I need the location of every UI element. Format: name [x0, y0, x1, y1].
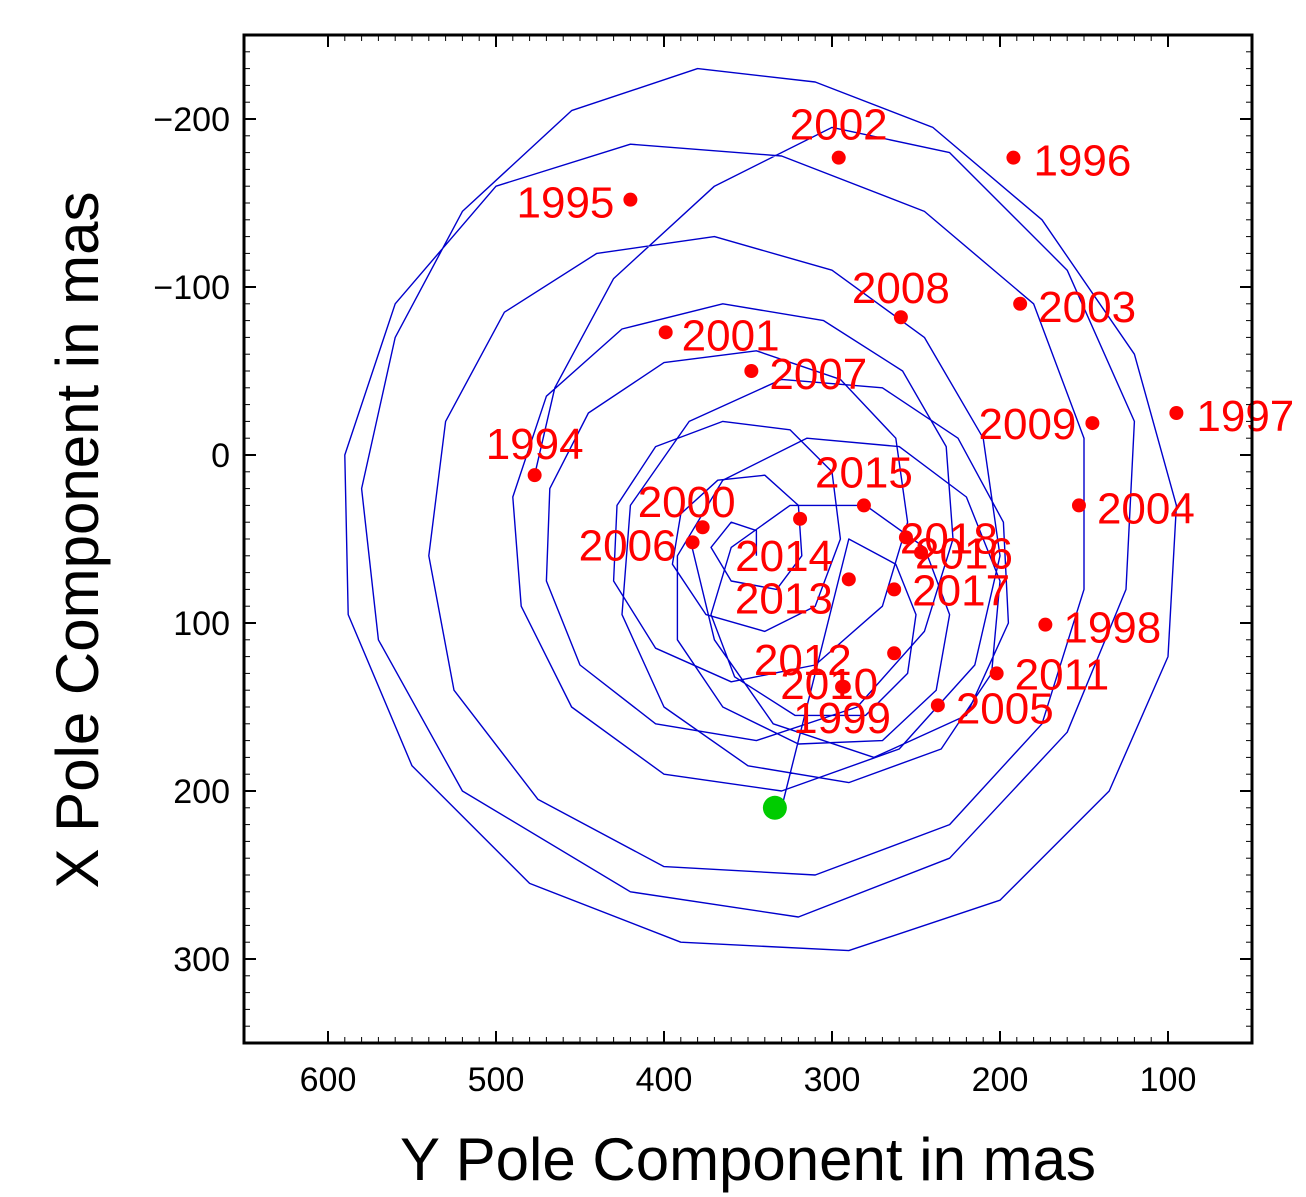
year-marker-2014: [793, 511, 808, 526]
year-label-2012: 2012: [754, 636, 852, 685]
year-marker-2013: [841, 572, 856, 587]
year-marker-2008: [893, 310, 908, 325]
year-marker-1998: [1038, 617, 1053, 632]
year-marker-2002: [831, 150, 846, 165]
year-marker-1995: [623, 192, 638, 207]
year-marker-2018: [898, 530, 913, 545]
year-marker-2007: [744, 364, 759, 378]
year-marker-2006: [685, 535, 700, 550]
year-label-2004: 2004: [1097, 484, 1195, 533]
year-labels: 1994 1995 1996 1997 1998 1999 2000 2001 2002 2003…: [486, 101, 1295, 743]
x-tick-label: 400: [636, 1061, 693, 1099]
y-tick-label: 200: [173, 773, 230, 811]
year-marker-2012: [836, 679, 851, 694]
year-label-1999: 1999: [793, 694, 891, 743]
y-axis-title: X Pole Component in mas: [44, 191, 111, 888]
year-label-1994: 1994: [486, 420, 584, 469]
x-tick-labels: 600 500 400 300 200 100: [300, 1061, 1197, 1099]
year-marker-2010: [887, 646, 902, 661]
year-label-2007: 2007: [769, 350, 867, 399]
year-label-2016: 2016: [915, 529, 1013, 578]
motion-path-1: [621, 378, 1010, 808]
year-marker-1997: [1169, 406, 1184, 420]
year-label-1998: 1998: [1063, 604, 1161, 653]
year-label-2009: 2009: [979, 400, 1077, 449]
year-label-2017: 2017: [912, 566, 1010, 615]
year-label-2011: 2011: [1015, 650, 1110, 699]
year-marker-2009: [1085, 416, 1100, 431]
year-label-2015: 2015: [815, 448, 913, 497]
year-label-2014: 2014: [735, 532, 833, 581]
year-label-2008: 2008: [852, 264, 950, 313]
year-label-1997: 1997: [1196, 392, 1294, 441]
year-label-2013: 2013: [735, 574, 833, 623]
year-label-2018: 2018: [900, 514, 998, 563]
year-marker-2001: [658, 325, 673, 340]
year-marker-2017: [887, 582, 902, 597]
y-tick-label: −200: [153, 101, 230, 139]
year-label-2003: 2003: [1038, 283, 1136, 332]
year-label-2001: 2001: [682, 311, 780, 360]
year-marker-2004: [1071, 498, 1086, 513]
x-tick-label: 300: [804, 1061, 861, 1099]
x-tick-label: 200: [972, 1061, 1029, 1099]
year-label-2006: 2006: [579, 521, 677, 570]
current-position-marker: [762, 795, 787, 820]
year-label-2002: 2002: [790, 101, 888, 150]
x-axis-title: Y Pole Component in mas: [400, 1126, 1096, 1193]
year-marker-1994: [527, 468, 542, 483]
year-marker-2005: [930, 698, 945, 713]
axis-ticks: [244, 35, 1252, 1043]
y-tick-labels: −200 −100 0 100 200 300: [153, 101, 230, 979]
year-label-2010: 2010: [780, 660, 878, 709]
current-position: [762, 795, 787, 820]
year-marker-2015: [856, 498, 871, 513]
year-marker-2016: [914, 545, 929, 560]
year-label-1996: 1996: [1033, 137, 1131, 186]
motion-path-0: [344, 67, 1178, 952]
year-markers: [527, 150, 1184, 713]
year-label-2005: 2005: [956, 684, 1054, 733]
year-label-2000: 2000: [638, 478, 736, 527]
y-tick-label: 0: [211, 437, 230, 475]
year-marker-1996: [1006, 150, 1021, 165]
year-label-1995: 1995: [517, 179, 615, 228]
x-tick-label: 600: [300, 1061, 357, 1099]
year-marker-2003: [1013, 296, 1028, 311]
year-marker-2000: [695, 520, 710, 535]
y-tick-label: 300: [173, 941, 230, 979]
x-tick-label: 500: [468, 1061, 525, 1099]
y-tick-label: 100: [173, 605, 230, 643]
y-tick-label: −100: [153, 269, 230, 307]
x-tick-label: 100: [1140, 1061, 1197, 1099]
motion-paths: [344, 67, 1178, 952]
year-marker-2011: [989, 666, 1004, 681]
